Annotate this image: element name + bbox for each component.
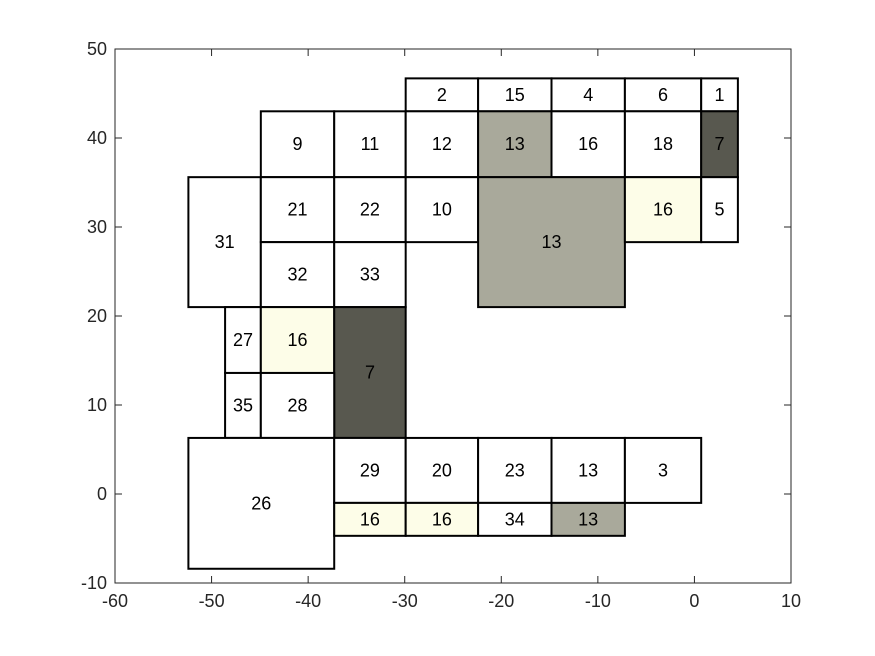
cell-rect [550, 501, 626, 537]
x-tick-label: 0 [689, 591, 699, 611]
cell-label: 12 [432, 134, 452, 154]
cell-rect [700, 176, 739, 244]
cell-label: 13 [578, 509, 598, 529]
cell-rect [700, 110, 739, 179]
cell-label: 10 [432, 200, 452, 220]
cell-rect [259, 110, 336, 179]
cell-label: 27 [233, 330, 253, 350]
x-tick-label: -60 [102, 591, 128, 611]
cell-label: 9 [293, 134, 303, 154]
cell-label: 33 [360, 265, 380, 285]
y-tick-label: 50 [87, 39, 107, 59]
cell-rect [550, 436, 626, 504]
cell-label: 13 [541, 232, 561, 252]
cell-label: 4 [583, 85, 593, 105]
cell-rect [477, 501, 553, 537]
cell-label: 3 [658, 460, 668, 480]
cell-rect [477, 436, 553, 504]
cell-label: 11 [361, 134, 380, 154]
cell-rect [623, 436, 703, 504]
cell-label: 26 [251, 493, 271, 513]
cell-rect [550, 77, 626, 113]
cell-label: 16 [432, 509, 452, 529]
cell-rect [404, 77, 480, 113]
cell-label: 16 [360, 509, 380, 529]
cells-layer: 2 15 4 6 1 9 11 12 13 16 18 7 31 21 22 10 13 16 5 32 33 27 16 7… [187, 77, 739, 570]
cell-rect [259, 176, 336, 244]
cell-label: 16 [653, 200, 673, 220]
cell-rect [187, 436, 336, 570]
x-tick-label: -30 [392, 591, 418, 611]
cell-label: 29 [360, 460, 380, 480]
cell-label: 21 [288, 200, 308, 220]
cell-rect [404, 110, 480, 179]
axes-layer: -60 -50 -40 -30 -20 -10 0 10 -10 0 10 20 30 40 50 [81, 39, 801, 611]
cell-label: 22 [360, 200, 380, 220]
cell-label: 13 [578, 460, 598, 480]
cell-rect [333, 176, 407, 244]
y-tick-label: 40 [87, 128, 107, 148]
y-tick-label: 20 [87, 306, 107, 326]
cell-label: 35 [233, 395, 253, 415]
cell-rect [333, 306, 407, 439]
cell-rect [623, 110, 703, 179]
cell-label: 20 [432, 460, 452, 480]
cell-label: 6 [658, 85, 668, 105]
cell-rect [404, 176, 480, 244]
cell-label: 1 [715, 85, 725, 105]
cell-label: 13 [505, 134, 525, 154]
cell-label: 23 [505, 460, 525, 480]
cell-rect [700, 77, 739, 113]
y-tick-label: 30 [87, 217, 107, 237]
cell-rect [477, 176, 626, 309]
y-tick-label: 0 [97, 484, 107, 504]
cell-label: 31 [215, 232, 235, 252]
x-tick-label: -10 [585, 591, 611, 611]
cell-label: 16 [578, 134, 598, 154]
y-tick-label: 10 [87, 395, 107, 415]
cell-label: 34 [505, 509, 525, 529]
cell-rect [259, 371, 336, 439]
cell-label: 18 [653, 134, 673, 154]
x-tick-label: 10 [781, 591, 801, 611]
cell-label: 32 [288, 265, 308, 285]
cell-rect [187, 176, 262, 309]
cell-label: 5 [715, 200, 725, 220]
y-tick-label: -10 [81, 573, 107, 593]
x-tick-label: -50 [199, 591, 225, 611]
x-tick-label: -20 [488, 591, 514, 611]
cell-rect [550, 110, 626, 179]
cell-rect [333, 241, 407, 309]
x-tick-label: -40 [295, 591, 321, 611]
cell-label: 7 [715, 134, 725, 154]
cell-rect [477, 110, 553, 179]
cell-label: 15 [505, 85, 525, 105]
cell-label: 2 [437, 85, 447, 105]
cell-label: 7 [365, 363, 375, 383]
cell-label: 16 [288, 330, 308, 350]
cell-label: 28 [288, 395, 308, 415]
